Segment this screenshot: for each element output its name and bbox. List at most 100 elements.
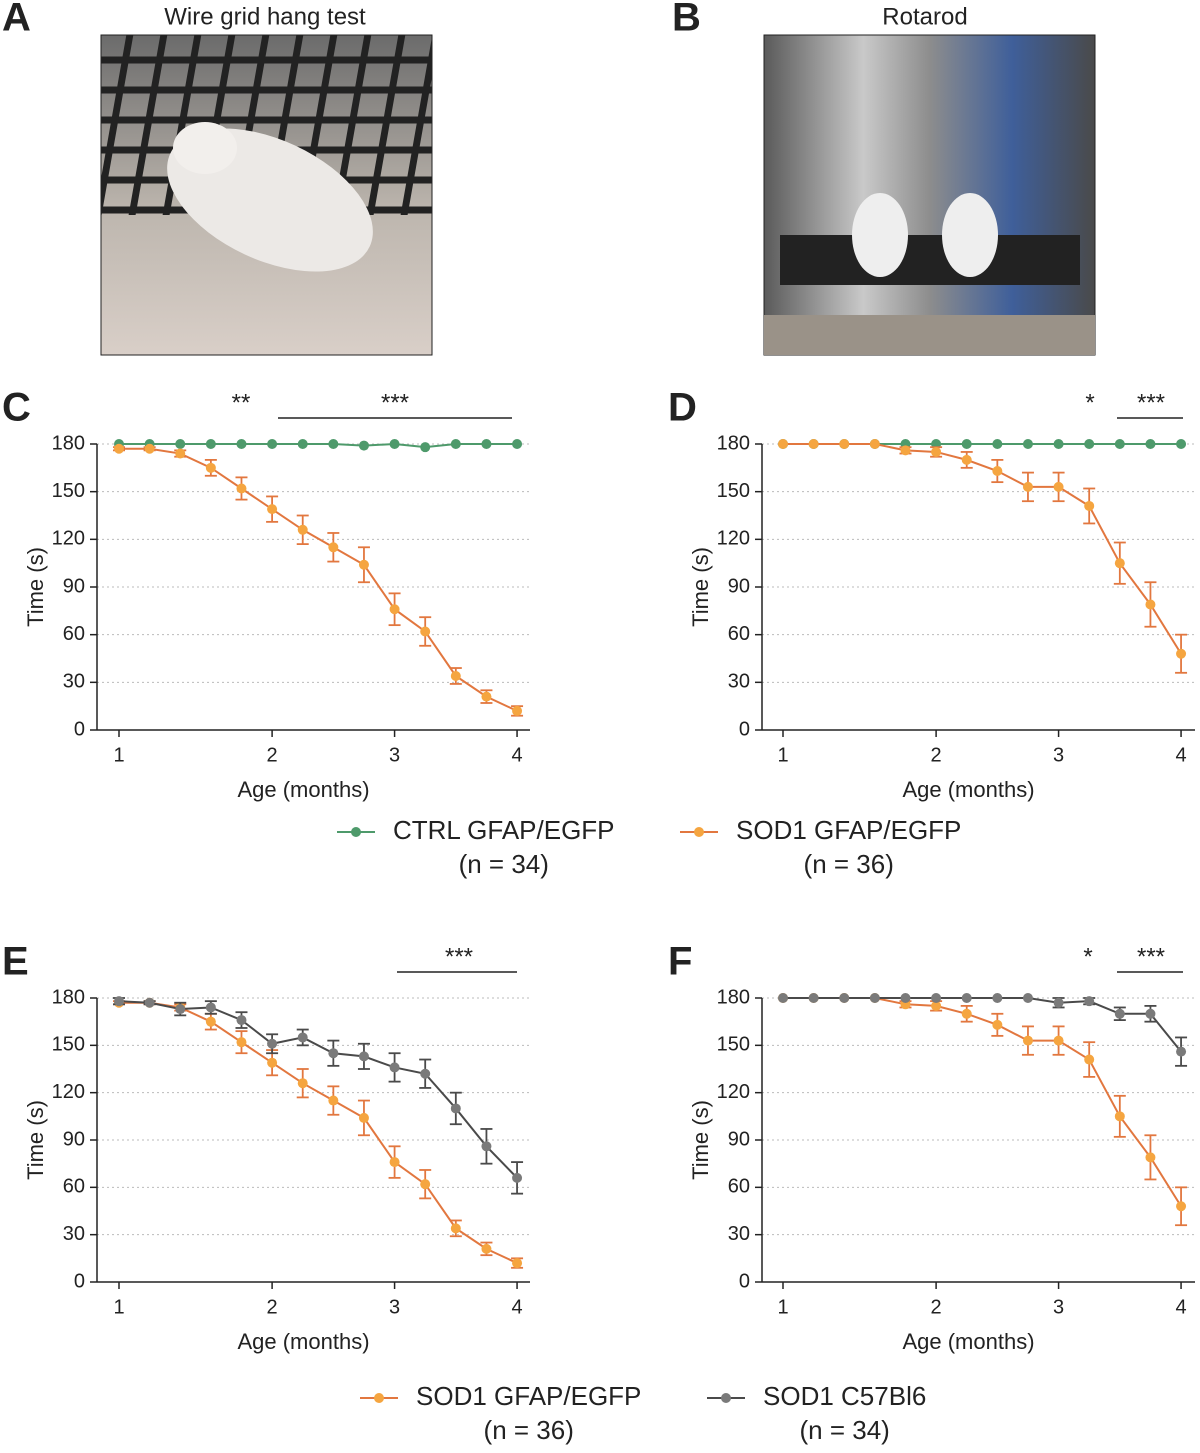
significance: *** bbox=[1137, 389, 1165, 416]
series-line bbox=[783, 443, 1182, 655]
marker bbox=[808, 439, 819, 449]
marker bbox=[992, 466, 1003, 477]
y-tick-label: 180 bbox=[717, 432, 750, 454]
marker bbox=[1022, 481, 1033, 492]
marker bbox=[236, 1015, 247, 1026]
marker bbox=[358, 1112, 369, 1123]
marker bbox=[1114, 439, 1125, 449]
marker bbox=[1176, 648, 1187, 659]
marker bbox=[420, 1068, 431, 1079]
y-axis-label: Time (s) bbox=[23, 547, 48, 627]
marker bbox=[931, 446, 942, 457]
marker bbox=[961, 1008, 972, 1019]
marker bbox=[144, 443, 155, 454]
significance: * bbox=[1083, 943, 1092, 970]
marker bbox=[114, 996, 124, 1007]
y-tick-label: 120 bbox=[52, 528, 85, 550]
y-tick-label: 120 bbox=[717, 528, 750, 550]
legend-note: (n = 34) bbox=[799, 1415, 889, 1445]
marker bbox=[450, 439, 461, 449]
y-tick-label: 60 bbox=[728, 623, 750, 645]
y-tick-label: 60 bbox=[728, 1176, 750, 1198]
x-tick-label: 3 bbox=[1053, 744, 1064, 766]
y-tick-label: 120 bbox=[52, 1081, 85, 1103]
marker bbox=[1145, 1152, 1156, 1163]
marker bbox=[1084, 439, 1095, 449]
legend-marker bbox=[721, 1393, 731, 1403]
marker bbox=[992, 1019, 1003, 1030]
series-line bbox=[783, 997, 1182, 1053]
marker bbox=[1053, 481, 1064, 492]
photo bbox=[100, 34, 433, 356]
marker bbox=[1084, 1054, 1095, 1065]
x-tick-label: 2 bbox=[931, 1296, 942, 1318]
x-tick-label: 3 bbox=[389, 744, 400, 766]
y-tick-label: 180 bbox=[52, 986, 85, 1008]
marker bbox=[328, 1048, 339, 1059]
series-line bbox=[118, 1000, 518, 1179]
marker bbox=[931, 1000, 942, 1011]
y-tick-label: 0 bbox=[739, 718, 750, 740]
marker bbox=[450, 670, 461, 681]
y-axis-label: Time (s) bbox=[688, 547, 713, 627]
legend-marker bbox=[351, 827, 361, 837]
series-line bbox=[783, 997, 1182, 1207]
y-tick-label: 30 bbox=[63, 671, 85, 693]
marker bbox=[512, 439, 523, 449]
legend-marker bbox=[374, 1393, 384, 1403]
marker bbox=[205, 462, 216, 473]
marker bbox=[961, 993, 972, 1003]
x-tick-label: 1 bbox=[113, 744, 124, 766]
photo-title: Rotarod bbox=[882, 3, 967, 30]
marker bbox=[869, 993, 880, 1003]
marker bbox=[1114, 1008, 1125, 1019]
marker bbox=[358, 440, 369, 451]
marker bbox=[420, 442, 431, 453]
y-tick-label: 0 bbox=[739, 1270, 750, 1292]
marker bbox=[1114, 1111, 1125, 1122]
photo bbox=[763, 34, 1096, 356]
marker bbox=[205, 1002, 216, 1013]
y-tick-label: 150 bbox=[52, 480, 85, 502]
marker bbox=[512, 705, 523, 716]
significance: * bbox=[1085, 389, 1094, 416]
x-axis-label: Age (months) bbox=[237, 1329, 369, 1354]
marker bbox=[992, 439, 1003, 449]
marker bbox=[1022, 993, 1033, 1003]
legend-note: (n = 36) bbox=[484, 1415, 574, 1445]
marker bbox=[175, 1004, 186, 1015]
marker bbox=[900, 993, 911, 1003]
marker bbox=[328, 542, 339, 553]
marker bbox=[808, 993, 819, 1003]
marker bbox=[175, 448, 186, 459]
marker bbox=[297, 524, 308, 535]
y-tick-label: 150 bbox=[52, 1034, 85, 1056]
y-tick-label: 150 bbox=[717, 1034, 750, 1056]
y-tick-label: 60 bbox=[63, 623, 85, 645]
significance: *** bbox=[1137, 943, 1165, 970]
legend-marker bbox=[694, 827, 704, 837]
marker bbox=[175, 439, 186, 449]
marker bbox=[839, 993, 850, 1003]
panel-label: D bbox=[668, 386, 697, 430]
marker bbox=[481, 1243, 492, 1254]
marker bbox=[389, 1157, 400, 1168]
marker bbox=[481, 691, 492, 702]
y-tick-label: 0 bbox=[74, 1270, 85, 1292]
panel-label: A bbox=[2, 0, 31, 40]
photo-title: Wire grid hang test bbox=[164, 3, 366, 30]
x-axis-label: Age (months) bbox=[902, 777, 1034, 802]
marker bbox=[481, 1141, 492, 1152]
x-tick-label: 2 bbox=[267, 744, 278, 766]
marker bbox=[358, 1051, 369, 1062]
legend-note: (n = 34) bbox=[459, 849, 549, 879]
marker bbox=[869, 439, 880, 449]
marker bbox=[297, 1078, 308, 1089]
marker bbox=[267, 504, 278, 515]
y-tick-label: 30 bbox=[728, 1223, 750, 1245]
series-line bbox=[119, 442, 518, 449]
marker bbox=[1145, 439, 1156, 449]
marker bbox=[1022, 1035, 1033, 1046]
panel-label: F bbox=[668, 940, 692, 984]
y-tick-label: 90 bbox=[728, 575, 750, 597]
